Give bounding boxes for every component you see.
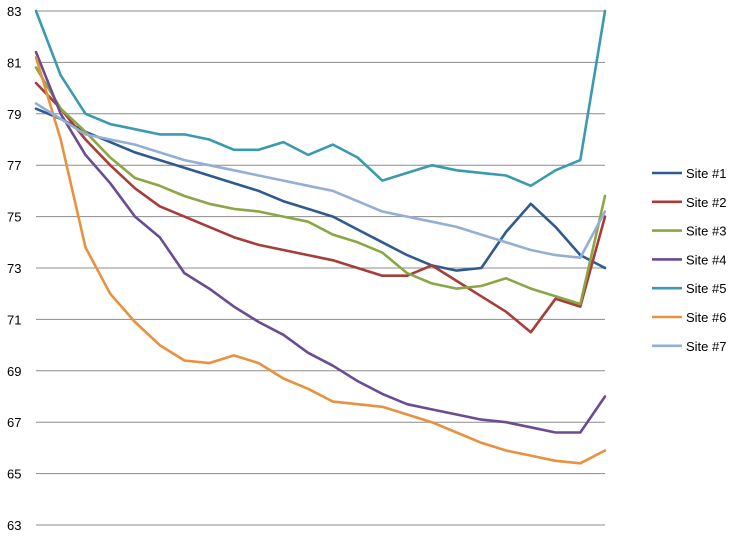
series-line-site-1: [34, 107, 607, 272]
series-line-site-4: [34, 50, 607, 434]
legend-label-site-3: Site #3: [686, 224, 726, 239]
legend-label-site-7: Site #7: [686, 339, 726, 354]
gridlines: [36, 10, 605, 526]
series-line-site-7: [34, 102, 607, 260]
y-tick-label: 75: [7, 210, 21, 225]
y-tick-label: 63: [7, 518, 21, 533]
legend-label-site-5: Site #5: [686, 281, 726, 296]
series-line-site-2: [34, 81, 607, 334]
y-tick-label: 83: [7, 4, 21, 19]
y-tick-label: 73: [7, 261, 21, 276]
y-tick-label: 67: [7, 415, 21, 430]
legend-label-site-2: Site #2: [686, 195, 726, 210]
series-line-site-3: [34, 66, 607, 306]
legend-label-site-1: Site #1: [686, 166, 726, 181]
legend: Site #1 Site #2 Site #3 Site #4 Site #5 Site …: [652, 166, 726, 354]
y-tick-label: 77: [7, 158, 21, 173]
legend-label-site-6: Site #6: [686, 310, 726, 325]
series-line-site-6: [34, 55, 607, 465]
y-tick-label: 69: [7, 364, 21, 379]
y-tick-label: 65: [7, 467, 21, 482]
y-tick-label: 81: [7, 55, 21, 70]
series-line-site-5: [34, 9, 607, 188]
y-tick-label: 71: [7, 312, 21, 327]
y-axis-tick-labels: 63 65 67 69 71 73 75 77 79 81 83: [7, 4, 21, 533]
y-tick-label: 79: [7, 107, 21, 122]
series-lines: [34, 9, 607, 465]
legend-label-site-4: Site #4: [686, 252, 726, 267]
